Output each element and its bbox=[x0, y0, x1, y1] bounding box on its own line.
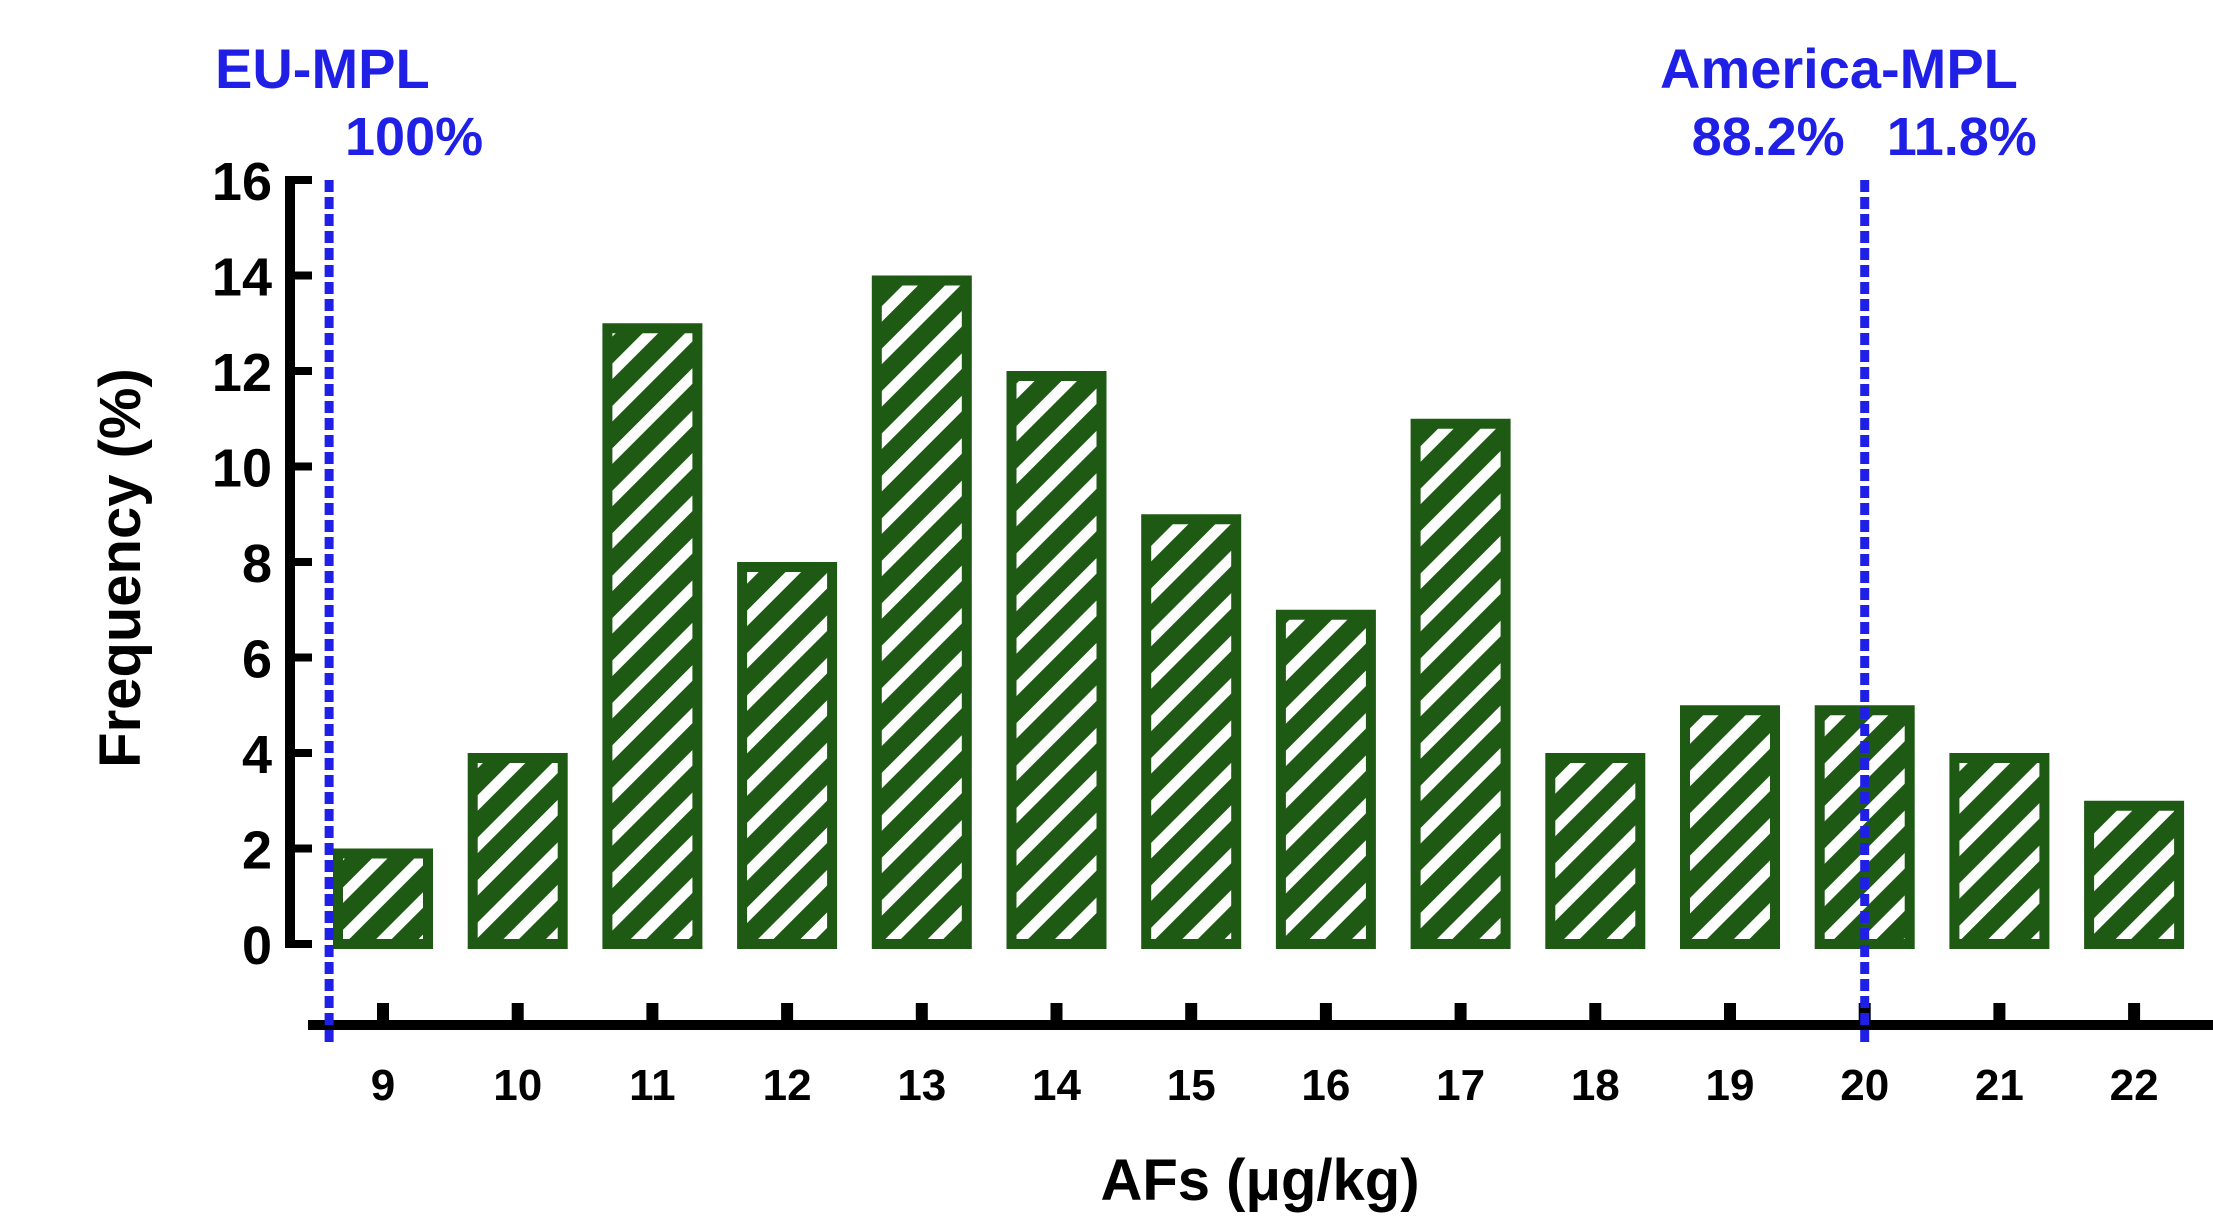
x-tick-label: 15 bbox=[1167, 1061, 1216, 1110]
reference-lines: EU-MPL 100% America-MPL 88.2% 11.8% bbox=[215, 37, 2037, 1045]
bar-10 bbox=[467, 753, 568, 949]
bar-19 bbox=[1680, 705, 1780, 949]
bar-21 bbox=[1949, 753, 2050, 949]
y-tick-label: 2 bbox=[242, 821, 272, 881]
y-tick-label: 12 bbox=[212, 343, 272, 403]
y-tick-label: 8 bbox=[242, 534, 272, 594]
x-tick-label: 20 bbox=[1840, 1061, 1889, 1110]
y-tick-label: 0 bbox=[242, 916, 272, 976]
y-axis: 0 2 4 6 8 10 12 14 16 bbox=[212, 152, 312, 976]
x-tick-label: 17 bbox=[1436, 1061, 1485, 1110]
x-axis: 9 10 11 12 13 14 15 16 17 18 19 20 21 22 bbox=[308, 1003, 2213, 1110]
x-tick-label: 18 bbox=[1571, 1061, 1620, 1110]
bar-15 bbox=[1141, 514, 1242, 949]
reference-annotation: 88.2% bbox=[1692, 107, 1845, 167]
x-tick-label: 10 bbox=[493, 1061, 542, 1110]
y-tick-label: 14 bbox=[212, 248, 272, 308]
x-tick-label: 19 bbox=[1706, 1061, 1755, 1110]
bar-17 bbox=[1410, 418, 1511, 949]
x-tick-label: 13 bbox=[897, 1061, 946, 1110]
x-tick-label: 22 bbox=[2110, 1061, 2159, 1110]
x-tick-label: 9 bbox=[371, 1061, 395, 1110]
bar-12 bbox=[737, 562, 838, 949]
x-tick-label: 21 bbox=[1975, 1061, 2024, 1110]
bar-13 bbox=[871, 275, 972, 949]
reference-annotation: 100% bbox=[345, 107, 483, 167]
y-tick-label: 10 bbox=[212, 439, 272, 499]
x-tick-label: 16 bbox=[1301, 1061, 1350, 1110]
reference-line-label: EU-MPL bbox=[215, 37, 430, 100]
x-tick-label: 12 bbox=[763, 1061, 812, 1110]
y-tick-label: 6 bbox=[242, 630, 272, 690]
bar-11 bbox=[602, 323, 703, 949]
y-axis-title: Frequency (%) bbox=[88, 368, 153, 768]
bar-18 bbox=[1545, 753, 1646, 949]
reference-line-label: America-MPL bbox=[1660, 37, 2018, 100]
x-tick-label: 14 bbox=[1032, 1061, 1081, 1110]
bar-14 bbox=[1006, 371, 1107, 949]
x-tick-label: 11 bbox=[629, 1061, 676, 1110]
bar-16 bbox=[1275, 609, 1376, 949]
y-tick-label: 4 bbox=[242, 725, 272, 785]
bar-9 bbox=[333, 848, 433, 949]
y-tick-label: 16 bbox=[212, 152, 272, 212]
bar-22 bbox=[2084, 800, 2185, 949]
bars bbox=[333, 275, 2185, 949]
reference-annotation: 11.8% bbox=[1887, 107, 2037, 167]
x-axis-title: AFs (μg/kg) bbox=[1100, 1148, 1419, 1213]
